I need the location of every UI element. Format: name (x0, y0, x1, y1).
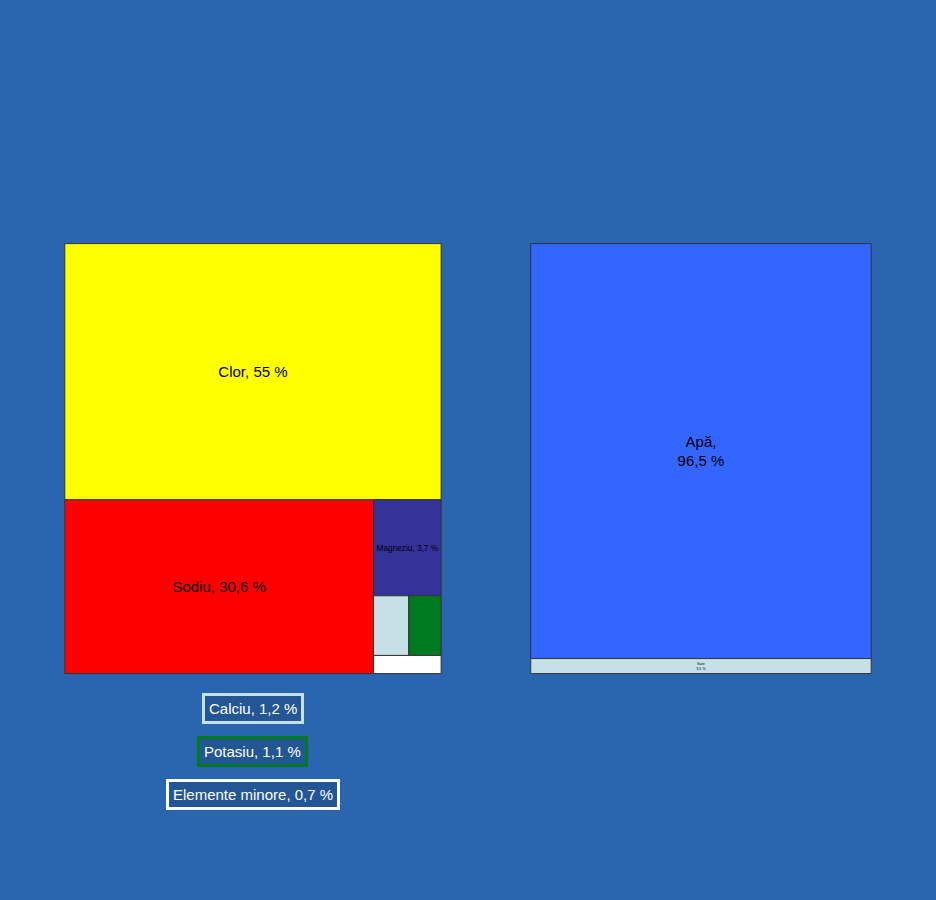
svg-text:Potasiu, 1,1 %: Potasiu, 1,1 % (204, 743, 301, 760)
svg-text:Elemente minore, 0,7 %: Elemente minore, 0,7 % (173, 786, 333, 803)
svg-text:Sare3,5 %: Sare3,5 % (696, 662, 706, 671)
svg-text:Sodiu, 30,6 %: Sodiu, 30,6 % (172, 578, 265, 595)
svg-text:Apă,96,5 %: Apă,96,5 % (678, 433, 725, 470)
svg-text:Calciu, 1,2 %: Calciu, 1,2 % (209, 700, 297, 717)
svg-text:Clor, 55 %: Clor, 55 % (218, 363, 287, 380)
svg-text:Magneziu, 3,7 %: Magneziu, 3,7 % (377, 544, 439, 553)
